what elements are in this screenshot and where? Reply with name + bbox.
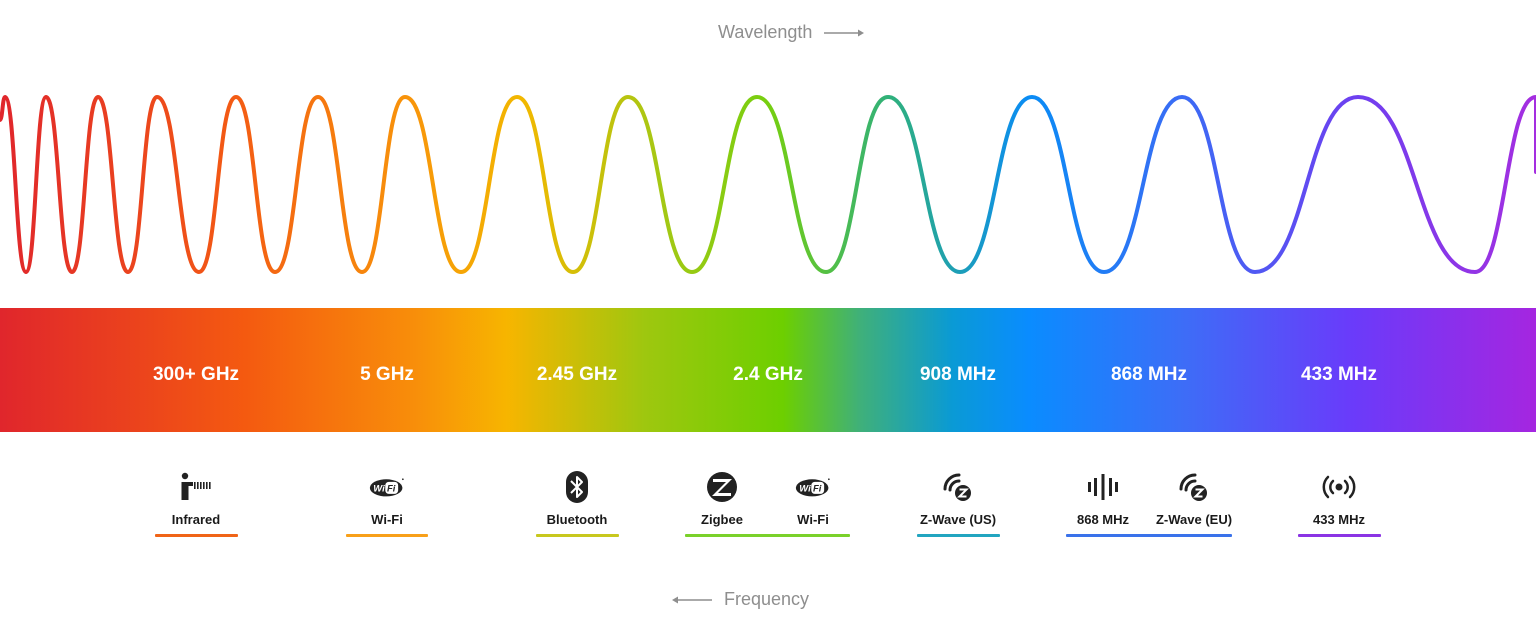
zwave-icon xyxy=(940,470,976,504)
svg-text:Fi: Fi xyxy=(387,483,396,494)
tech-label-bluetooth: Bluetooth xyxy=(546,512,608,527)
broadcast-icon xyxy=(1321,470,1357,504)
spectrum-band xyxy=(0,308,1536,432)
band-label-2-45ghz: 2.45 GHz xyxy=(536,364,618,385)
bluetooth-icon xyxy=(559,470,595,504)
svg-text:Wi: Wi xyxy=(799,483,811,494)
tech-433mhz: 433 MHz xyxy=(1289,470,1389,527)
tech-bluetooth: Bluetooth xyxy=(527,470,627,527)
tech-label-wifi-2: Wi-Fi xyxy=(797,512,829,527)
tech-label-433mhz: 433 MHz xyxy=(1312,512,1366,527)
band-label-908mhz: 908 MHz xyxy=(919,364,997,385)
band-label-2-4ghz: 2.4 GHz xyxy=(733,364,803,385)
band-label-300ghz: 300+ GHz xyxy=(152,364,240,385)
band-label-433mhz: 433 MHz xyxy=(1300,364,1378,385)
tech-label-wifi: Wi-Fi xyxy=(371,512,403,527)
underline-infrared xyxy=(155,534,238,537)
zigbee-icon xyxy=(704,470,740,504)
tech-wifi-2: Wi Fi Wi-Fi xyxy=(763,470,863,527)
arrow-left-icon xyxy=(672,596,712,603)
arrow-right-icon xyxy=(824,29,865,36)
tech-label-zwave-eu: Z-Wave (EU) xyxy=(1155,512,1233,527)
band-label-5ghz: 5 GHz xyxy=(360,364,414,385)
infrared-icon xyxy=(178,470,214,504)
tech-wifi: Wi Fi Wi-Fi xyxy=(337,470,437,527)
wavelength-wave xyxy=(0,94,1536,275)
frequency-text: Frequency xyxy=(724,589,810,609)
tech-zwave-us: Z-Wave (US) xyxy=(908,470,1008,527)
frequency-label: Frequency xyxy=(672,589,809,610)
tech-infrared: Infrared xyxy=(146,470,246,527)
underline-433 xyxy=(1298,534,1381,537)
tech-868mhz: 868 MHz xyxy=(1053,470,1153,527)
svg-text:Fi: Fi xyxy=(813,483,822,494)
underline-zwave-us xyxy=(917,534,1000,537)
underline-bluetooth xyxy=(536,534,619,537)
wave-line xyxy=(0,94,1536,275)
band-label-868mhz: 868 MHz xyxy=(1110,364,1188,385)
wifi-icon: Wi Fi xyxy=(795,470,831,504)
tech-zwave-eu: Z-Wave (EU) xyxy=(1144,470,1244,527)
wavelength-label: Wavelength xyxy=(718,22,865,43)
tech-label-infrared: Infrared xyxy=(171,512,221,527)
radio-bars-icon xyxy=(1085,470,1121,504)
wavelength-text: Wavelength xyxy=(718,22,813,42)
tech-label-zigbee: Zigbee xyxy=(701,512,743,527)
tech-zigbee: Zigbee xyxy=(672,470,772,527)
tech-label-868mhz: 868 MHz xyxy=(1076,512,1130,527)
svg-text:Wi: Wi xyxy=(373,483,385,494)
underline-wifi xyxy=(346,534,428,537)
underline-868-zwave-eu xyxy=(1066,534,1232,537)
tech-label-zwave-us: Z-Wave (US) xyxy=(919,512,997,527)
wifi-icon: Wi Fi xyxy=(369,470,405,504)
zwave-icon xyxy=(1176,470,1212,504)
underline-zigbee-wifi xyxy=(685,534,850,537)
